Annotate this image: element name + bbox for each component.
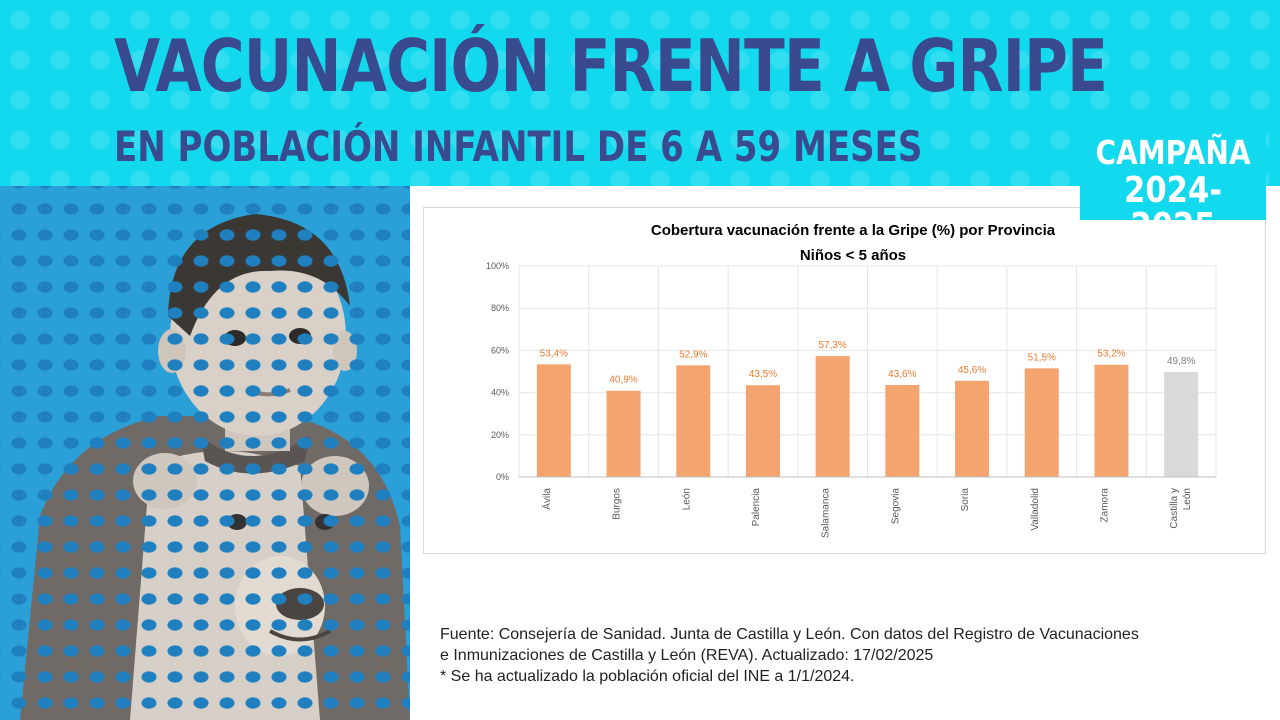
source-note: Fuente: Consejería de Sanidad. Junta de … [440, 624, 1260, 687]
bar [1024, 368, 1059, 477]
x-tick-label: Ávila [540, 488, 553, 510]
campaign-years: 2024-2025 [1124, 170, 1222, 247]
coverage-chart: Cobertura vacunación frente a la Gripe (… [423, 207, 1266, 554]
x-tick-label: Burgos [612, 488, 623, 520]
y-tick-label: 80% [491, 303, 509, 313]
bar [606, 390, 641, 477]
child-photo [0, 186, 410, 720]
x-tick-label: Zamora [1099, 488, 1110, 523]
page-subtitle: EN POBLACIÓN INFANTIL DE 6 A 59 MESES [114, 122, 923, 171]
bar [815, 356, 850, 477]
data-label: 51,5% [1028, 352, 1056, 363]
data-label: 40,9% [609, 375, 637, 386]
banner-pattern [0, 0, 1280, 186]
y-tick-label: 60% [491, 345, 509, 355]
bar-chart-svg: Cobertura vacunación frente a la Gripe (… [486, 222, 1217, 538]
data-label: 53,2% [1097, 349, 1125, 360]
data-label: 57,3% [818, 340, 846, 351]
chart-data-labels: 53,4% 40,9% 52,9% 43,5% 57,3% 43,6% 45,6% 51,5%… [540, 340, 1196, 386]
chart-bars [536, 356, 1199, 477]
x-tick-label: Castilla y [1169, 488, 1180, 529]
y-tick-label: 0% [496, 472, 509, 482]
bar [1094, 364, 1129, 477]
page-title: VACUNACIÓN FRENTE A GRIPE [114, 24, 1108, 108]
y-tick-label: 100% [486, 261, 509, 271]
header-banner: VACUNACIÓN FRENTE A GRIPE EN POBLACIÓN I… [0, 0, 1280, 186]
source-line-3: * Se ha actualizado la población oficial… [440, 668, 855, 685]
bar [676, 365, 711, 477]
bar [885, 385, 920, 477]
bar [1164, 371, 1199, 477]
x-tick-label: León [1182, 488, 1193, 510]
data-label: 53,4% [540, 348, 568, 359]
data-label: 52,9% [679, 349, 707, 360]
source-line-2: e Inmunizaciones de Castilla y León (REV… [440, 647, 934, 664]
source-line-1: Fuente: Consejería de Sanidad. Junta de … [440, 626, 1139, 643]
chart-subtitle: Niños < 5 años [800, 247, 906, 264]
bar [745, 385, 780, 477]
bar [536, 364, 571, 477]
x-tick-label: Palencia [751, 488, 762, 527]
x-tick-label: León [681, 488, 692, 510]
y-tick-label: 40% [491, 388, 509, 398]
campaign-badge: CAMPAÑA 2024-2025 [1080, 130, 1266, 245]
chart-axes: 0% 20% 40% 60% 80% 100% Ávila Burgos León Palenci… [486, 261, 1216, 538]
x-tick-label: Salamanca [821, 488, 832, 538]
data-label: 49,8% [1167, 356, 1195, 367]
data-label: 43,6% [888, 369, 916, 380]
photo-background-pattern [0, 186, 410, 720]
y-tick-label: 20% [491, 430, 509, 440]
bar [955, 380, 990, 477]
x-tick-label: Segovia [890, 488, 901, 525]
campaign-label: CAMPAÑA [1095, 133, 1251, 172]
data-label: 43,5% [749, 369, 777, 380]
x-tick-label: Soria [960, 488, 971, 512]
data-label: 45,6% [958, 365, 986, 376]
chart-title: Cobertura vacunación frente a la Gripe (… [651, 222, 1056, 239]
x-tick-label: Valladolid [1030, 488, 1041, 531]
